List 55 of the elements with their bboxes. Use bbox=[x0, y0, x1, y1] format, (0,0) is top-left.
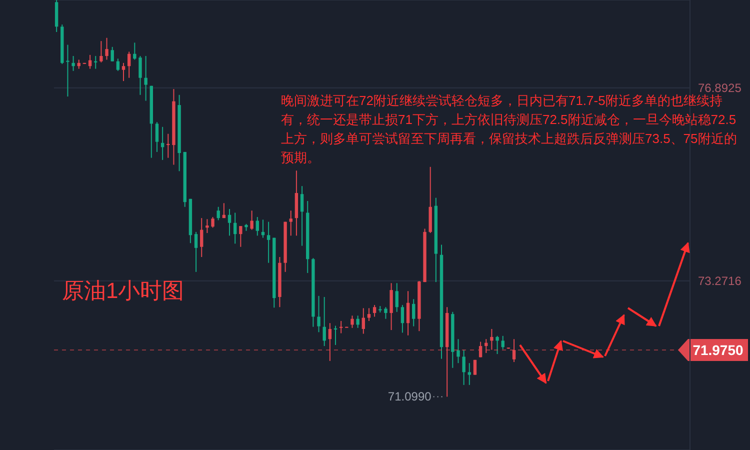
candlestick bbox=[356, 315, 360, 328]
candlestick bbox=[66, 44, 70, 98]
candlestick bbox=[501, 335, 504, 350]
candlestick bbox=[406, 290, 410, 336]
candlestick bbox=[144, 55, 148, 102]
candlestick bbox=[211, 216, 214, 228]
y-tick-label: 76.8925 bbox=[698, 81, 742, 96]
candlestick bbox=[512, 338, 516, 363]
candlestick bbox=[88, 54, 92, 70]
candlestick bbox=[216, 206, 220, 221]
annotation: 晚间激进可在72附近继续尝试轻仓短多，日内已有71.7-5附近多单的也继续持有，统一还是带止损71下方，上方依旧待测压72.5附近减仓，一旦今晚站稳72.5上方，则多单可尝试留至下周再看，保留技术上超跌后反弹测压73.5、75附近的预期。 bbox=[281, 92, 738, 167]
candlestick bbox=[478, 341, 482, 358]
candlestick bbox=[372, 304, 376, 318]
annotation: 71.0990 bbox=[388, 390, 432, 404]
candlestick bbox=[322, 296, 326, 347]
candlestick bbox=[362, 308, 365, 334]
y-tick-label: 73.2716 bbox=[698, 274, 742, 288]
candlestick bbox=[328, 322, 332, 362]
candlestick bbox=[116, 58, 120, 72]
candlestick bbox=[256, 216, 259, 236]
candlestick bbox=[194, 231, 198, 272]
candlestick bbox=[412, 298, 416, 327]
candlestick bbox=[468, 362, 471, 386]
candlestick bbox=[395, 282, 398, 312]
candlestick bbox=[300, 186, 304, 246]
candlestick bbox=[266, 221, 270, 264]
candlestick bbox=[127, 51, 131, 78]
candlestick bbox=[133, 42, 136, 60]
candlestick bbox=[233, 212, 237, 244]
candlestick bbox=[206, 218, 209, 234]
candlestick bbox=[317, 295, 320, 333]
candlestick bbox=[456, 338, 460, 364]
candlestick bbox=[100, 40, 103, 63]
candlestick bbox=[390, 282, 393, 331]
candlestick bbox=[289, 210, 292, 236]
candlestick bbox=[384, 306, 388, 320]
candlestick bbox=[122, 62, 126, 82]
candlestick bbox=[239, 226, 242, 248]
candlestick bbox=[155, 122, 159, 152]
candlestick bbox=[72, 55, 75, 72]
candlestick bbox=[105, 37, 108, 60]
candlestick bbox=[138, 55, 142, 96]
ref-line-label: 71.9750 bbox=[692, 342, 744, 358]
candlestick bbox=[110, 46, 114, 62]
candlestick bbox=[496, 335, 499, 355]
candlestick bbox=[473, 359, 477, 376]
candlestick bbox=[228, 208, 232, 236]
candlestick bbox=[350, 315, 354, 328]
candlestick bbox=[200, 218, 204, 258]
candlestick bbox=[367, 308, 371, 322]
candlestick bbox=[462, 349, 466, 386]
candlestick bbox=[490, 328, 494, 350]
candlestick bbox=[250, 210, 254, 230]
candlestick bbox=[400, 304, 404, 334]
annotation: 原油1小时图 bbox=[62, 277, 184, 305]
